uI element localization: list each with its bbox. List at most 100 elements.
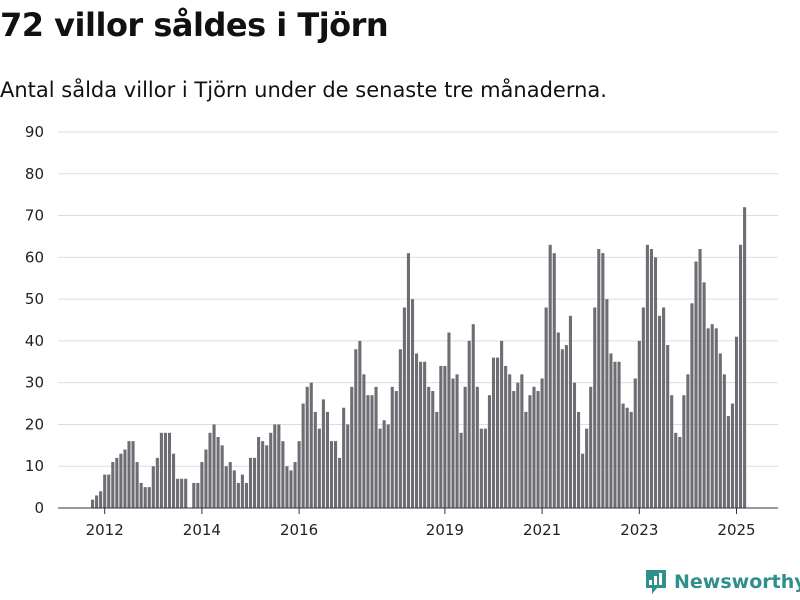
bar — [491, 357, 496, 508]
bar — [718, 353, 722, 508]
bar — [257, 436, 261, 508]
newsworthy-brand[interactable]: Newsworthy — [644, 569, 800, 595]
y-tick-label: 10 — [25, 457, 44, 475]
bar — [208, 432, 212, 508]
bar — [415, 353, 419, 508]
bar — [682, 395, 686, 508]
bar — [739, 244, 743, 509]
bar — [277, 424, 281, 508]
bar — [176, 478, 180, 508]
bar-chart: 0 10 20 30 40 50 60 70 80 90 2012 2014 2016 2019 2021… — [25, 0, 778, 539]
y-tick-label: 40 — [25, 332, 44, 350]
bar — [528, 395, 532, 508]
bar — [147, 487, 151, 508]
bar — [196, 482, 200, 508]
bar — [151, 466, 155, 508]
bar — [678, 436, 682, 508]
x-axis: 2012 2014 2016 2019 2021 2023 2025 — [58, 507, 778, 539]
bar — [313, 411, 317, 508]
bar — [99, 491, 103, 508]
bar — [613, 361, 617, 508]
bar — [281, 441, 285, 508]
bar — [605, 299, 609, 508]
bar — [228, 462, 232, 508]
bar — [686, 374, 690, 508]
bar — [386, 424, 390, 508]
newsworthy-logo-icon — [646, 570, 666, 594]
bar — [398, 349, 402, 508]
data-labels: 72 — [743, 0, 762, 4]
bar — [431, 391, 435, 508]
bar — [224, 466, 228, 508]
bar — [633, 378, 637, 508]
bar — [184, 478, 188, 508]
bar — [309, 382, 313, 508]
bar — [439, 365, 443, 508]
bar — [548, 244, 552, 509]
bar — [253, 457, 257, 508]
y-tick-label: 80 — [25, 165, 44, 183]
bar — [155, 457, 159, 508]
bar — [443, 365, 447, 508]
bar — [500, 340, 504, 508]
bar — [265, 445, 269, 508]
bar — [261, 441, 265, 508]
bar — [135, 462, 139, 508]
bar — [637, 340, 641, 508]
brand-name: Newsworthy — [674, 571, 800, 593]
bar — [123, 449, 127, 508]
bar — [467, 340, 471, 508]
bar — [617, 361, 621, 508]
bar — [285, 466, 289, 508]
bar — [593, 307, 597, 508]
bar — [329, 441, 334, 508]
bar — [734, 336, 739, 508]
bars — [91, 207, 747, 509]
bar — [597, 248, 601, 508]
bar — [220, 445, 224, 508]
bar — [346, 424, 350, 508]
bar — [666, 345, 670, 508]
bar — [625, 407, 629, 508]
bar — [289, 470, 293, 508]
bar — [192, 482, 196, 508]
bar — [297, 441, 301, 508]
bar — [180, 478, 184, 508]
bar — [119, 453, 123, 508]
highlight-data-label: 72 — [743, 0, 762, 4]
bar — [419, 361, 423, 508]
bar — [236, 482, 240, 508]
bar — [601, 253, 605, 508]
bar — [163, 432, 167, 508]
x-tick-label: 2023 — [620, 521, 658, 539]
bar — [585, 428, 589, 508]
bar — [410, 299, 415, 508]
bar — [726, 416, 730, 508]
bar — [447, 332, 451, 508]
bar — [321, 399, 325, 508]
bar — [354, 349, 358, 508]
bar — [390, 386, 394, 508]
bar — [572, 382, 577, 508]
bar — [544, 307, 548, 508]
bar — [609, 353, 613, 508]
bar — [536, 391, 540, 508]
y-tick-label: 0 — [34, 499, 44, 517]
bar — [139, 482, 143, 508]
bar — [641, 307, 645, 508]
bar — [143, 487, 147, 508]
bar — [743, 207, 747, 508]
bar — [370, 395, 374, 508]
bar — [293, 462, 297, 508]
bar — [455, 374, 459, 508]
bar — [301, 403, 305, 508]
bar — [504, 365, 508, 508]
bar — [127, 441, 131, 508]
bar — [459, 432, 463, 508]
bar — [172, 453, 176, 508]
bar — [556, 332, 560, 508]
bar — [111, 462, 115, 508]
bar — [532, 386, 536, 508]
y-tick-label: 50 — [25, 290, 44, 308]
bar — [200, 462, 204, 508]
